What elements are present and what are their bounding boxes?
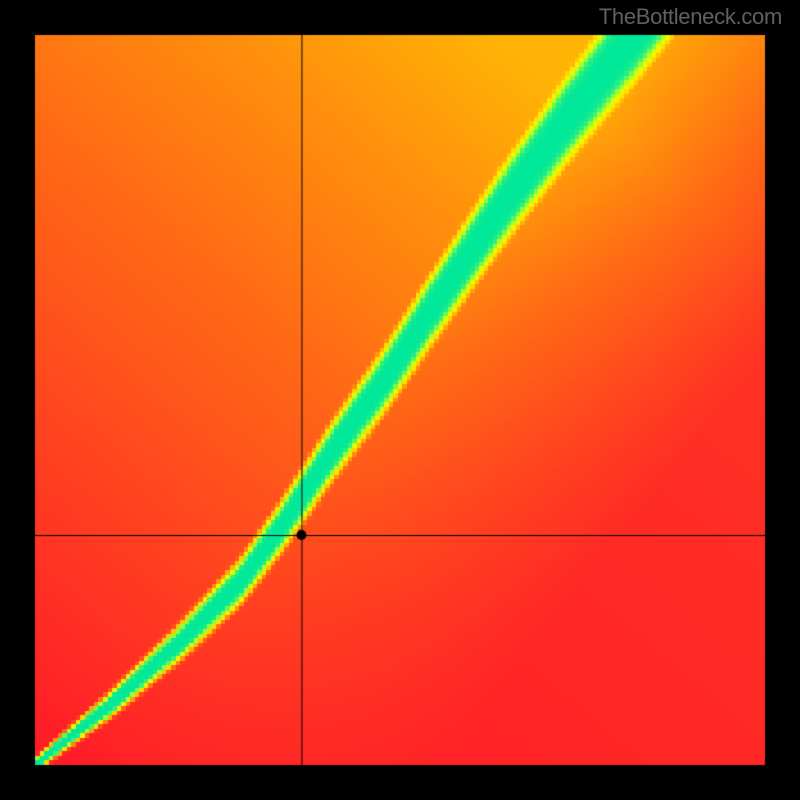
bottleneck-heatmap-canvas (0, 0, 800, 800)
chart-container: TheBottleneck.com (0, 0, 800, 800)
watermark-text: TheBottleneck.com (599, 4, 782, 30)
